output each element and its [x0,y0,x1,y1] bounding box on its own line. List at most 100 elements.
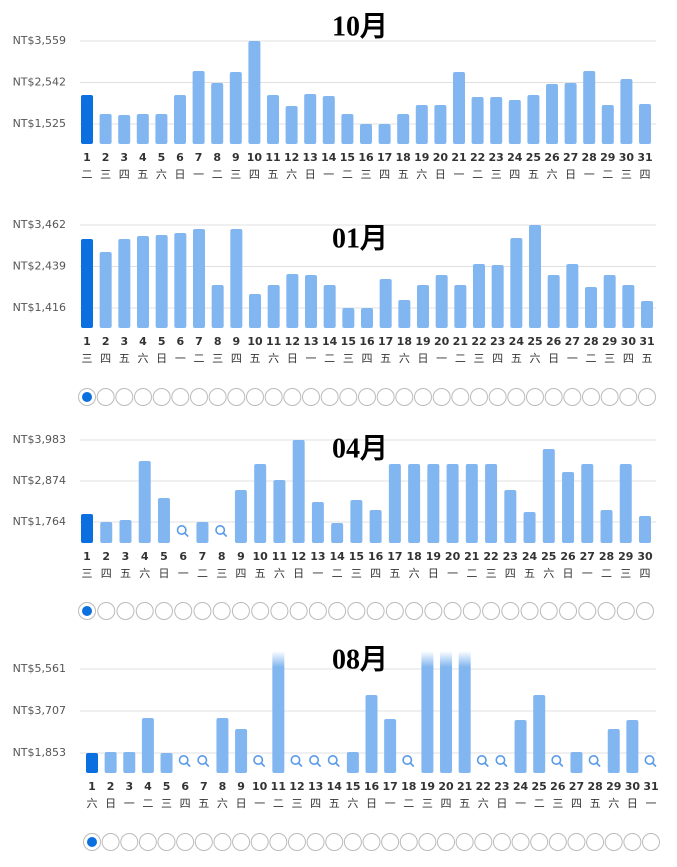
date-radio[interactable] [231,602,250,620]
date-radio[interactable] [157,833,176,851]
date-radio[interactable] [358,388,376,406]
date-radio[interactable] [501,602,520,620]
date-radio[interactable] [636,602,654,620]
date-radio[interactable] [414,388,432,406]
date-radio[interactable] [154,602,173,620]
date-radio[interactable] [343,833,362,851]
date-radio[interactable] [212,602,231,620]
date-radio[interactable] [171,388,190,406]
date-radio[interactable] [96,388,115,406]
date-radio[interactable] [270,602,289,620]
date-radio[interactable] [250,833,269,851]
date-radio[interactable] [567,833,586,851]
date-radio[interactable] [520,602,539,620]
date-radio[interactable] [190,388,208,406]
date-radio[interactable] [470,388,488,406]
bar [566,264,579,328]
date-radio[interactable] [366,602,385,620]
date-radio[interactable] [385,602,404,620]
date-radio[interactable] [376,388,395,406]
date-radio[interactable] [283,388,302,406]
date-radio[interactable] [152,388,171,406]
date-radio[interactable] [134,388,152,406]
date-radio[interactable] [530,833,549,851]
date-radio[interactable] [347,602,366,620]
date-radio[interactable] [302,388,320,406]
date-radio[interactable] [511,833,530,851]
date-radio[interactable] [135,602,154,620]
bar [193,229,205,328]
date-radio[interactable] [418,833,437,851]
date-radio[interactable] [362,833,381,851]
date-radio[interactable] [462,602,481,620]
date-radio[interactable] [455,833,474,851]
date-radio[interactable] [597,602,616,620]
date-radio[interactable] [269,833,288,851]
date-radio[interactable] [582,388,600,406]
date-radio[interactable] [619,388,638,406]
date-radio[interactable] [264,388,283,406]
date-radio[interactable] [287,833,306,851]
date-radio[interactable] [306,833,325,851]
date-radio[interactable] [339,388,358,406]
date-radio[interactable] [424,602,443,620]
date-radio[interactable] [97,602,116,620]
date-radio[interactable] [443,602,462,620]
date-radio[interactable] [176,833,195,851]
date-radio[interactable] [526,388,544,406]
date-radio[interactable] [289,602,308,620]
weekday-label: 六 [274,567,285,580]
date-radio[interactable] [101,833,120,851]
date-radio[interactable] [604,833,623,851]
date-radio[interactable] [616,602,635,620]
weekday-label: 四 [441,797,452,810]
date-radio[interactable] [232,833,251,851]
date-radio[interactable] [405,602,424,620]
date-radio[interactable] [437,833,456,851]
date-radio[interactable] [251,602,270,620]
date-radio[interactable] [227,388,246,406]
day-label: 8 [213,151,221,164]
date-radio[interactable] [488,388,507,406]
date-radio[interactable] [399,833,418,851]
date-radio[interactable] [559,602,578,620]
date-radio[interactable] [544,388,563,406]
date-radio[interactable] [578,602,597,620]
date-radio[interactable] [308,602,327,620]
date-radio[interactable] [507,388,526,406]
date-radio[interactable] [320,388,339,406]
date-radio[interactable] [120,833,139,851]
date-radio[interactable] [548,833,567,851]
date-radio[interactable] [563,388,582,406]
date-radio[interactable] [586,833,605,851]
bar [155,234,168,328]
date-radio[interactable] [116,602,135,620]
date-radio[interactable] [115,388,134,406]
date-radio[interactable] [328,602,347,620]
date-radio[interactable] [395,388,414,406]
date-radio[interactable] [623,833,642,851]
date-radio[interactable] [208,388,227,406]
date-radio[interactable] [213,833,232,851]
date-radio[interactable] [638,388,656,406]
weekday-label: 三 [486,567,497,580]
date-radio[interactable] [381,833,400,851]
date-radio[interactable] [194,833,213,851]
date-radio[interactable] [246,388,264,406]
date-radio[interactable] [432,388,451,406]
day-label: 22 [470,151,485,164]
date-radio[interactable] [600,388,619,406]
date-radio[interactable] [482,602,501,620]
date-radio[interactable] [492,833,511,851]
icon-lens [197,754,208,765]
date-radio[interactable] [451,388,470,406]
date-radio[interactable] [474,833,493,851]
date-radio[interactable] [642,833,660,851]
date-radio[interactable] [174,602,193,620]
date-radio[interactable] [539,602,558,620]
date-radio[interactable] [193,602,212,620]
date-radio[interactable] [138,833,157,851]
date-radio[interactable] [325,833,344,851]
day-label: 31 [639,335,654,348]
day-label: 24 [509,335,525,348]
